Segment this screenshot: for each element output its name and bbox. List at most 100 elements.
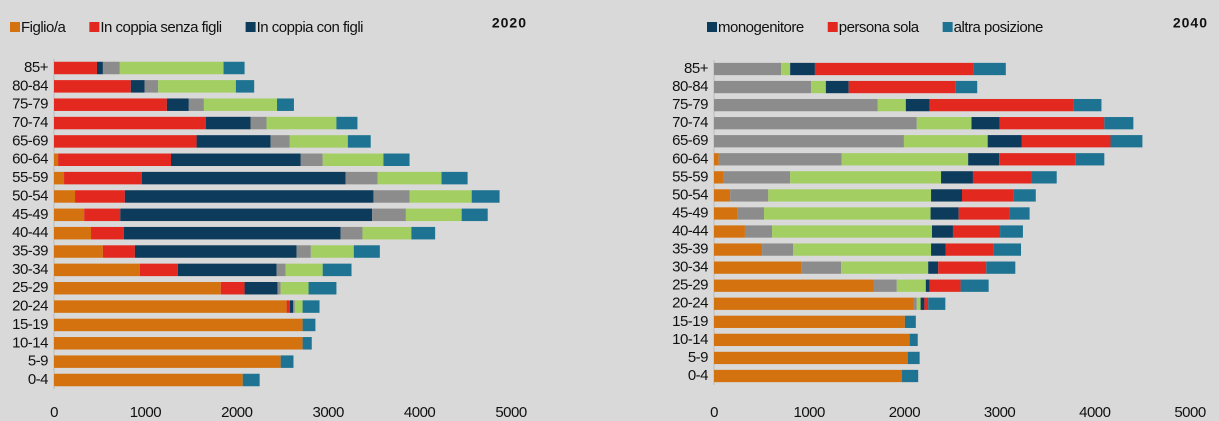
bar-segment: [54, 226, 92, 240]
bar-segment: [931, 189, 962, 202]
bar-segment: [134, 245, 297, 258]
bar-segment: [958, 207, 1010, 220]
bar-segment: [941, 171, 973, 184]
legend-swatch: [707, 22, 717, 32]
bar-segment: [986, 261, 1016, 274]
bar-segment: [972, 171, 1032, 184]
bar-segment: [714, 135, 904, 148]
bar-segment: [909, 333, 918, 347]
bar-segment: [54, 61, 97, 75]
x-tick-label: 3000: [984, 404, 1016, 421]
bar-segment: [928, 297, 946, 310]
bar-segment: [714, 171, 724, 184]
bar-segment: [84, 208, 121, 222]
bar-segment: [294, 300, 303, 313]
bar-segment: [188, 98, 204, 111]
bar-segment: [276, 263, 286, 277]
bar-segment: [277, 281, 281, 295]
bar-segment: [952, 225, 1001, 238]
bar-segment: [170, 153, 301, 167]
bar-segment: [714, 62, 782, 76]
y-tick-label: 60-64: [672, 150, 708, 167]
y-tick-label: 30-34: [12, 261, 48, 278]
y-tick-label: 75-79: [672, 96, 708, 113]
bar-segment: [714, 225, 745, 238]
bar-segment: [971, 117, 1000, 130]
bar-segment: [54, 263, 140, 277]
bar-segment: [772, 225, 933, 238]
bar-segment: [999, 153, 1076, 166]
bar-segment: [54, 245, 103, 258]
legend-label: persona sola: [839, 19, 920, 36]
bar-segment: [353, 245, 380, 258]
y-tick-label: 25-29: [672, 277, 708, 294]
y-tick-label: 70-74: [12, 114, 48, 131]
legend-label: Figlio/a: [21, 19, 67, 36]
legend-swatch: [10, 22, 20, 32]
x-tick-label: 1000: [794, 404, 826, 421]
bar-segment: [270, 135, 290, 148]
bar-segment: [714, 207, 738, 220]
bar-segment: [1009, 207, 1030, 220]
bar-segment: [714, 351, 908, 365]
bar-segment: [64, 171, 142, 185]
bar-segment: [220, 281, 245, 295]
bar-segment: [763, 207, 931, 220]
bar-segment: [916, 297, 921, 310]
bar-segment: [841, 153, 969, 166]
chart-title: 2040: [1173, 15, 1208, 31]
x-tick-label: 4000: [1079, 404, 1111, 421]
bar-segment: [405, 208, 462, 222]
bar-segment: [411, 226, 436, 240]
y-tick-label: 85+: [684, 60, 709, 77]
y-tick-label: 5-9: [28, 353, 48, 370]
legend-label: monogenitore: [718, 19, 804, 36]
legend-label: altra posizione: [954, 19, 1043, 36]
y-tick-label: 0-4: [28, 371, 48, 388]
y-tick-label: 10-14: [672, 331, 708, 348]
bar-segment: [340, 226, 363, 240]
y-tick-label: 60-64: [12, 151, 48, 168]
bar-segment: [158, 80, 236, 93]
bar-segment: [377, 171, 442, 185]
bar-segment: [790, 171, 942, 184]
bar-segment: [280, 355, 294, 368]
y-tick-label: 30-34: [672, 259, 708, 276]
bar-segment: [825, 80, 849, 94]
bar-segment: [235, 80, 255, 93]
bar-segment: [203, 98, 278, 111]
bar-segment: [441, 171, 468, 185]
bar-segment: [993, 243, 1022, 256]
bar-segment: [130, 80, 145, 93]
bar-segment: [119, 61, 224, 75]
bar-segment: [96, 61, 103, 75]
bar-segment: [58, 153, 171, 167]
bar-segment: [308, 281, 337, 295]
bar-segment: [955, 80, 978, 94]
bar-segment: [730, 189, 769, 202]
bar-segment: [924, 297, 929, 310]
bar-segment: [196, 135, 271, 148]
bar-segment: [714, 315, 905, 328]
bar-segment: [102, 61, 120, 75]
bar-segment: [930, 207, 959, 220]
chart-title: 2020: [492, 15, 527, 31]
y-tick-label: 65-69: [672, 132, 708, 149]
bar-segment: [714, 369, 903, 383]
y-tick-label: 40-44: [672, 222, 708, 239]
y-tick-label: 35-39: [672, 241, 708, 258]
bar-segment: [54, 116, 206, 130]
x-tick-label: 4000: [404, 404, 436, 421]
bar-segment: [811, 80, 826, 94]
bar-segment: [960, 279, 989, 292]
x-tick-label: 3000: [313, 404, 345, 421]
bar-segment: [714, 80, 812, 94]
y-tick-label: 55-59: [12, 169, 48, 186]
y-tick-label: 80-84: [12, 77, 48, 94]
bar-segment: [54, 190, 76, 203]
bar-segment: [302, 318, 316, 332]
bar-segment: [801, 261, 842, 274]
bar-segment: [781, 62, 791, 76]
bar-segment: [841, 261, 929, 274]
